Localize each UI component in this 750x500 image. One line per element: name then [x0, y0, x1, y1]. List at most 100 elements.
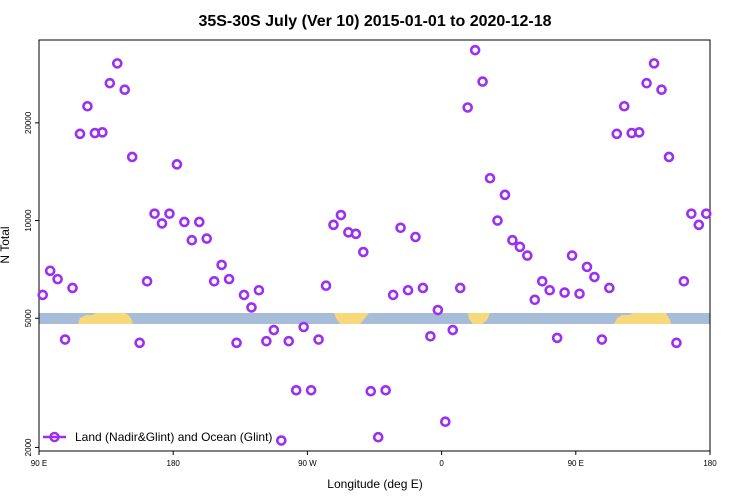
data-point — [484, 172, 496, 184]
data-point — [499, 189, 511, 201]
x-tick-label: 90 E — [31, 459, 47, 468]
data-point — [686, 208, 697, 219]
data-point — [268, 324, 280, 336]
data-point — [119, 84, 131, 96]
data-point — [320, 280, 332, 291]
data-point — [671, 337, 682, 349]
data-point — [440, 416, 451, 428]
data-point — [171, 159, 183, 170]
data-point — [358, 246, 369, 258]
data-point — [216, 259, 227, 271]
chart-title: 35S-30S July (Ver 10) 2015-01-01 to 2020… — [198, 13, 551, 30]
land-ocean-band — [39, 313, 710, 324]
x-axis: 90 E 180 90 W 0 90 E 180 — [31, 451, 717, 468]
land-patch-australia-repeat — [614, 313, 671, 324]
data-point — [156, 218, 168, 229]
data-point — [104, 77, 116, 89]
data-point — [656, 84, 667, 96]
data-point — [700, 208, 712, 219]
data-point — [186, 234, 198, 246]
data-point — [246, 302, 257, 313]
data-point — [678, 275, 690, 287]
data-point — [82, 100, 93, 112]
data-point — [134, 337, 145, 349]
data-point — [179, 216, 190, 228]
data-point — [276, 435, 287, 446]
data-point — [454, 282, 466, 294]
data-point — [67, 282, 78, 294]
data-point — [328, 219, 339, 231]
data-point — [372, 431, 384, 443]
data-point — [335, 209, 347, 221]
data-point — [648, 58, 660, 69]
data-point — [387, 289, 399, 301]
data-point — [59, 334, 71, 345]
data-point — [641, 77, 652, 89]
data-point — [253, 284, 265, 296]
data-point — [514, 241, 526, 253]
data-point — [111, 58, 123, 69]
x-tick-label: 0 — [439, 459, 444, 468]
data-point — [559, 287, 570, 298]
data-point — [52, 273, 63, 285]
data-point — [551, 332, 563, 344]
data-point — [410, 231, 421, 243]
data-point — [238, 289, 250, 301]
y-axis-title: N Total — [0, 226, 12, 263]
data-point — [544, 284, 556, 296]
data-point — [529, 294, 541, 306]
data-point — [589, 271, 600, 283]
legend: Land (Nadir&Glint) and Ocean (Glint) — [43, 430, 272, 444]
data-point — [313, 334, 324, 345]
ocean-band — [39, 313, 710, 324]
data-point — [663, 151, 675, 163]
data-point — [469, 44, 481, 56]
land-patch-south-africa — [468, 313, 490, 324]
data-point — [74, 128, 86, 140]
data-point — [37, 289, 49, 301]
data-point — [44, 265, 56, 277]
data-point — [149, 208, 160, 219]
y-tick-label: 5000 — [24, 309, 33, 327]
data-point — [633, 127, 645, 138]
x-tick-label: 180 — [703, 459, 717, 468]
data-point — [164, 208, 175, 219]
y-tick-label: 20000 — [24, 111, 33, 134]
x-tick-label: 90 W — [298, 459, 317, 468]
legend-label: Land (Nadir&Glint) and Ocean (Glint) — [75, 430, 272, 444]
data-point — [305, 384, 317, 396]
data-point — [507, 234, 518, 246]
land-patch-australia — [78, 313, 133, 324]
data-point — [402, 284, 414, 296]
x-axis-title: Longitude (deg E) — [327, 477, 422, 491]
data-point — [611, 128, 623, 140]
data-point — [618, 100, 630, 112]
land-patch-south-america — [334, 313, 369, 324]
plot-frame — [38, 39, 711, 452]
data-point — [97, 127, 108, 138]
data-point — [201, 233, 213, 244]
y-tick-label: 10000 — [24, 209, 33, 232]
data-point — [298, 321, 309, 333]
data-point — [492, 215, 503, 226]
data-point — [290, 384, 302, 396]
x-tick-label: 180 — [167, 459, 181, 468]
x-tick-label: 90 E — [568, 459, 584, 468]
data-point — [604, 282, 615, 294]
data-point — [462, 102, 473, 113]
data-point — [283, 335, 295, 347]
data-point — [223, 273, 235, 285]
data-point — [522, 250, 533, 261]
data-point — [574, 288, 585, 300]
data-point — [231, 337, 242, 349]
data-point — [417, 282, 429, 294]
data-point — [432, 304, 444, 316]
data-point — [261, 335, 272, 347]
data-point — [693, 219, 705, 231]
legend-marker — [49, 431, 60, 443]
data-point — [193, 216, 205, 228]
y-axis: 2000 5000 10000 20000 — [24, 111, 39, 456]
data-point — [126, 151, 138, 163]
data-point — [477, 76, 488, 87]
